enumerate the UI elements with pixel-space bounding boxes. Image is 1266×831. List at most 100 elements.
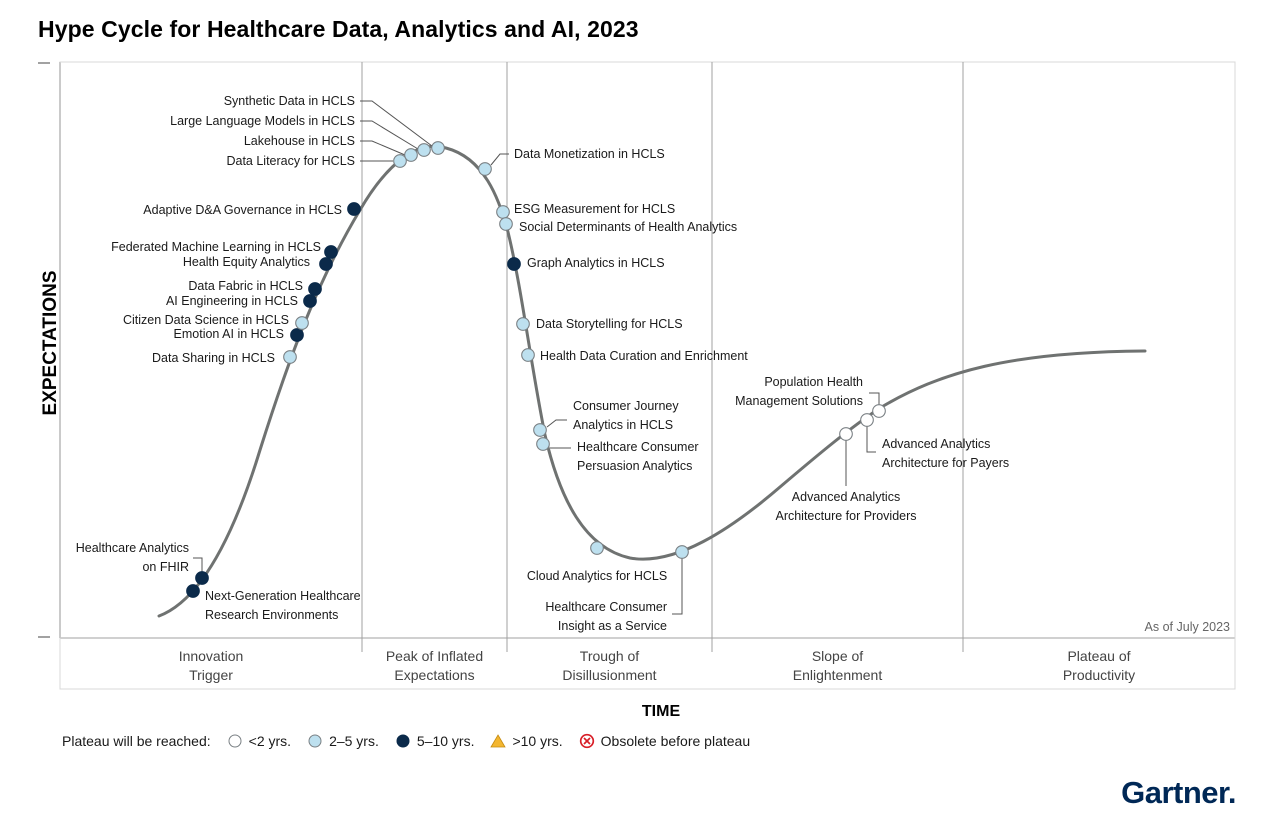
technology-marker[interactable] [319, 257, 333, 271]
technology-label-line: Cloud Analytics for HCLS [527, 569, 667, 583]
technology-marker[interactable] [404, 148, 418, 162]
technology-marker[interactable] [860, 413, 874, 427]
technology-label: Citizen Data Science in HCLS [123, 313, 289, 327]
leader-line [360, 120, 419, 150]
technology-label-line: Citizen Data Science in HCLS [123, 313, 289, 327]
technology-marker[interactable] [872, 404, 886, 418]
phase-label-line: Productivity [1063, 667, 1135, 683]
legend-item-2to5: 2–5 yrs. [307, 733, 379, 749]
technology-label-line: Data Fabric in HCLS [188, 279, 303, 293]
phase-label: Slope of Enlightenment [793, 648, 883, 683]
technology-label: Health Equity Analytics [183, 255, 310, 269]
technology-markers [186, 141, 886, 598]
leader-line [360, 140, 406, 156]
technology-marker[interactable] [521, 348, 535, 362]
technology-label: Data Storytelling for HCLS [536, 317, 683, 331]
technology-marker[interactable] [536, 437, 550, 451]
phase-label: Innovation Trigger [179, 648, 244, 683]
technology-marker[interactable] [347, 202, 361, 216]
technology-label-line: Healthcare Analytics [76, 541, 189, 555]
technology-label: Adaptive D&A Governance in HCLS [143, 203, 342, 217]
technology-label-line: Health Data Curation and Enrichment [540, 349, 748, 363]
technology-label-line: Emotion AI in HCLS [174, 327, 284, 341]
phase-label-line: Trough of [580, 648, 640, 664]
legend-item-label: 2–5 yrs. [329, 733, 379, 749]
as-of-date: As of July 2023 [1145, 620, 1231, 634]
technology-marker[interactable] [533, 423, 547, 437]
plot-frame [38, 61, 1236, 690]
chart-title: Hype Cycle for Healthcare Data, Analytic… [38, 16, 639, 42]
technology-label: Lakehouse in HCLS [244, 134, 355, 148]
technology-label-line: Healthcare Consumer [577, 440, 699, 454]
legend-item-label: >10 yrs. [512, 733, 563, 749]
technology-label-line: Social Determinants of Health Analytics [519, 220, 737, 234]
technology-label: Data Fabric in HCLS [188, 279, 303, 293]
phase-label-line: Enlightenment [793, 667, 883, 683]
technology-label: Cloud Analytics for HCLS [527, 569, 667, 583]
technology-labels: Next-Generation Healthcare Research Envir… [76, 94, 1009, 633]
technology-marker[interactable] [295, 316, 309, 330]
technology-label: Emotion AI in HCLS [174, 327, 284, 341]
brand-dot: . [1227, 775, 1237, 810]
phase-label-line: Trigger [189, 667, 233, 683]
technology-marker[interactable] [308, 282, 322, 296]
technology-label-line: Analytics in HCLS [573, 418, 673, 432]
technology-label-line: Data Literacy for HCLS [226, 154, 355, 168]
y-axis-label: EXPECTATIONS [40, 271, 61, 416]
phase-label: Plateau of Productivity [1063, 648, 1135, 683]
phase-label-line: Expectations [394, 667, 474, 683]
technology-label-line: Synthetic Data in HCLS [224, 94, 355, 108]
technology-marker[interactable] [499, 217, 513, 231]
leader-line [490, 153, 509, 166]
technology-marker[interactable] [496, 205, 510, 219]
technology-marker[interactable] [675, 545, 689, 559]
technology-marker[interactable] [195, 571, 209, 585]
technology-label-line: Management Solutions [735, 394, 863, 408]
technology-label: Population Health Management Solutions [735, 375, 863, 408]
technology-marker[interactable] [417, 143, 431, 157]
technology-label-line: Data Sharing in HCLS [152, 351, 275, 365]
technology-label: Social Determinants of Health Analytics [519, 220, 737, 234]
legend-item-lt2: <2 yrs. [227, 733, 291, 749]
technology-label-line: Research Environments [205, 608, 338, 622]
technology-label-line: Population Health [764, 375, 863, 389]
technology-marker[interactable] [303, 294, 317, 308]
phase-label-line: Disillusionment [562, 667, 656, 683]
technology-marker[interactable] [186, 584, 200, 598]
technology-marker[interactable] [516, 317, 530, 331]
technology-label-line: Persuasion Analytics [577, 459, 692, 473]
technology-label: Large Language Models in HCLS [170, 114, 355, 128]
technology-marker[interactable] [431, 141, 445, 155]
technology-label-line: on FHIR [142, 560, 189, 574]
technology-marker[interactable] [290, 328, 304, 342]
technology-marker[interactable] [590, 541, 604, 555]
technology-label-line: ESG Measurement for HCLS [514, 202, 675, 216]
phase-label: Peak of Inflated Expectations [386, 648, 483, 683]
technology-marker[interactable] [283, 350, 297, 364]
technology-label-line: Advanced Analytics [882, 437, 990, 451]
technology-label: ESG Measurement for HCLS [514, 202, 675, 216]
technology-label-line: Advanced Analytics [792, 490, 900, 504]
leader-line [866, 426, 876, 453]
legend-item-5to10: 5–10 yrs. [395, 733, 475, 749]
legend-item-gt10: >10 yrs. [490, 733, 563, 749]
leader-line [193, 557, 203, 572]
technology-marker[interactable] [393, 154, 407, 168]
technology-label-line: Healthcare Consumer [545, 600, 667, 614]
technology-marker[interactable] [839, 427, 853, 441]
technology-label: Data Monetization in HCLS [514, 147, 665, 161]
technology-marker[interactable] [478, 162, 492, 176]
technology-marker[interactable] [324, 245, 338, 259]
technology-label-line: Adaptive D&A Governance in HCLS [143, 203, 342, 217]
technology-label: Healthcare Analytics on FHIR [76, 541, 189, 574]
technology-label-line: Lakehouse in HCLS [244, 134, 355, 148]
technology-label-line: Data Monetization in HCLS [514, 147, 665, 161]
technology-label: Health Data Curation and Enrichment [540, 349, 748, 363]
technology-label: Healthcare Consumer Persuasion Analytics [577, 440, 699, 473]
technology-label: Consumer Journey Analytics in HCLS [573, 399, 679, 432]
phase-label-line: Plateau of [1067, 648, 1130, 664]
technology-label-line: AI Engineering in HCLS [166, 294, 298, 308]
legend-item-label: 5–10 yrs. [416, 733, 475, 749]
phase-label-line: Slope of [812, 648, 863, 664]
technology-marker[interactable] [507, 257, 521, 271]
